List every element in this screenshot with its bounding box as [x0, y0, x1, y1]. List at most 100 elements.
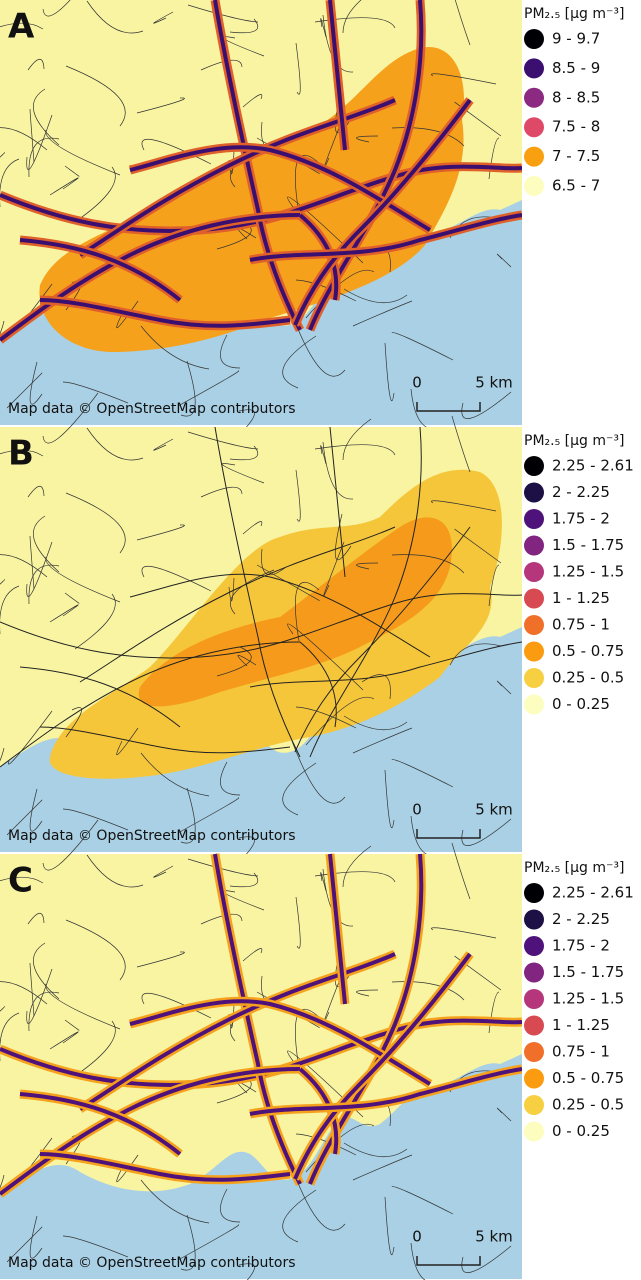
road [86, 854, 144, 888]
road [295, 469, 301, 522]
attribution: Map data © OpenStreetMap contributors [8, 401, 296, 417]
road [410, 1242, 426, 1280]
road [391, 332, 454, 361]
road [116, 1154, 139, 1183]
road [249, 1067, 523, 1116]
road [242, 521, 263, 535]
road [295, 279, 357, 302]
legend-label: 1.75 - 2 [552, 510, 610, 528]
road [28, 137, 60, 178]
road [295, 896, 301, 949]
road [451, 842, 471, 900]
road [356, 562, 379, 570]
legend-label: 0.5 - 0.75 [552, 642, 624, 660]
road [116, 727, 139, 756]
road [78, 98, 396, 257]
road [153, 865, 174, 878]
road [65, 492, 126, 554]
legend-label: 6.5 - 7 [552, 177, 600, 195]
road [384, 769, 395, 829]
road [187, 431, 259, 450]
legend-label: 0.25 - 0.5 [552, 669, 624, 687]
attribution: Map data © OpenStreetMap contributors [8, 1255, 296, 1271]
road [6, 372, 43, 409]
road [220, 1188, 241, 1223]
road [19, 1092, 182, 1156]
road [320, 872, 327, 892]
legend-label: 8 - 8.5 [552, 88, 600, 106]
road [342, 0, 362, 34]
legend-label: 9 - 9.7 [552, 30, 600, 48]
legend-title: PM₂.₅ [µg m⁻³] [524, 860, 624, 876]
road [291, 740, 346, 804]
road [187, 858, 259, 877]
road [140, 1179, 210, 1224]
road [242, 948, 263, 962]
road [320, 18, 327, 38]
scale-start: 0 [412, 801, 422, 819]
road [237, 654, 257, 667]
road [116, 300, 139, 329]
legend-label: 7.5 - 8 [552, 118, 600, 136]
road [153, 11, 174, 24]
scale-end: 5 km [475, 801, 513, 819]
legend-label: 2.25 - 2.61 [552, 884, 634, 902]
road [64, 1019, 80, 1031]
road [0, 320, 5, 335]
road [49, 1031, 79, 1050]
road [294, 526, 471, 753]
legend-swatch [524, 1042, 544, 1062]
road [356, 989, 379, 997]
road [249, 641, 523, 688]
road [454, 0, 471, 46]
road [0, 747, 5, 762]
road [295, 42, 301, 95]
legend-swatch [524, 509, 544, 529]
road [0, 1012, 20, 1061]
road [238, 1263, 255, 1280]
road [177, 370, 239, 407]
road [0, 554, 48, 578]
road [431, 927, 497, 939]
road [177, 797, 239, 834]
road [496, 1107, 512, 1122]
legend-swatch [524, 989, 544, 1009]
road [222, 463, 265, 484]
road [0, 22, 44, 30]
scale-bar [416, 829, 481, 839]
map-panel: A PM₂.₅ [µg m⁻³] 9 - 9.7 8.5 - 9 8 - 8.5 7.5 … [0, 0, 641, 436]
road [295, 1133, 357, 1156]
road [496, 253, 512, 268]
road [74, 593, 116, 650]
road [305, 696, 375, 746]
road [352, 300, 413, 327]
legend-swatch [524, 1015, 544, 1036]
road [27, 58, 45, 71]
road [45, 129, 121, 176]
legend-swatch [524, 146, 544, 167]
road [220, 334, 241, 369]
road [488, 137, 500, 180]
road [343, 715, 408, 731]
road [0, 1174, 5, 1189]
legend-swatch [524, 87, 544, 108]
road [28, 991, 60, 1032]
road [431, 500, 497, 512]
road [180, 360, 196, 417]
road [6, 799, 43, 836]
road [220, 761, 241, 796]
road [431, 73, 497, 85]
map-panel: C PM₂.₅ [µg m⁻³] 2.25 - 2.61 2 - 2.25 1.75 -… [0, 819, 641, 1280]
legend-label: 2 - 2.25 [552, 910, 610, 928]
legend-swatch [524, 562, 544, 582]
road [180, 1214, 196, 1271]
road [19, 666, 181, 728]
road [314, 444, 396, 456]
road [0, 449, 44, 457]
legend-swatch [524, 883, 544, 903]
road [29, 1215, 43, 1259]
road [0, 593, 523, 659]
road [295, 706, 357, 729]
legend-swatch [524, 58, 544, 79]
panel-label: A [8, 7, 35, 47]
